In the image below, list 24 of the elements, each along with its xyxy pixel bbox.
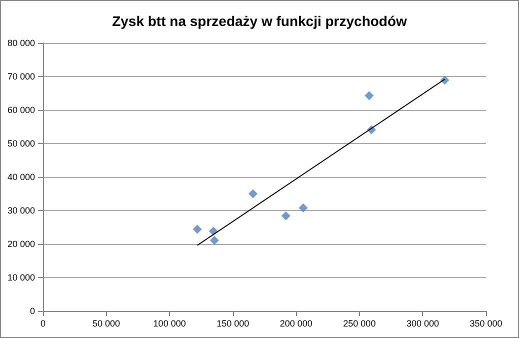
x-tick-label: 50 000 (92, 318, 120, 328)
x-tick-label: 100 000 (153, 318, 186, 328)
y-tick-label: 60 000 (7, 105, 35, 115)
y-tick-label: 30 000 (7, 206, 35, 216)
y-tick-label: 50 000 (7, 138, 35, 148)
y-tick-label: 0 (30, 306, 35, 316)
point (364, 91, 374, 100)
point (281, 211, 290, 220)
chart-title: Zysk btt na sprzedaży w funkcji przychodów (112, 13, 408, 29)
x-tick-label: 150 000 (216, 318, 250, 328)
point (248, 189, 258, 198)
point (210, 236, 219, 245)
y-tick-label: 70 000 (7, 72, 35, 82)
x-tick-label: 350 000 (470, 318, 502, 328)
x-tick-label: 250 000 (343, 318, 376, 328)
x-tick-label: 300 000 (406, 318, 439, 328)
y-tick-label: 10 000 (7, 272, 35, 282)
x-tick-label: 0 (40, 318, 46, 328)
point (298, 203, 308, 212)
y-tick-label: 80 000 (7, 38, 35, 48)
x-tick-label: 200 000 (280, 318, 312, 328)
y-tick-label: 40 000 (7, 172, 35, 182)
y-tick-label: 20 000 (7, 239, 35, 249)
point (192, 224, 202, 234)
